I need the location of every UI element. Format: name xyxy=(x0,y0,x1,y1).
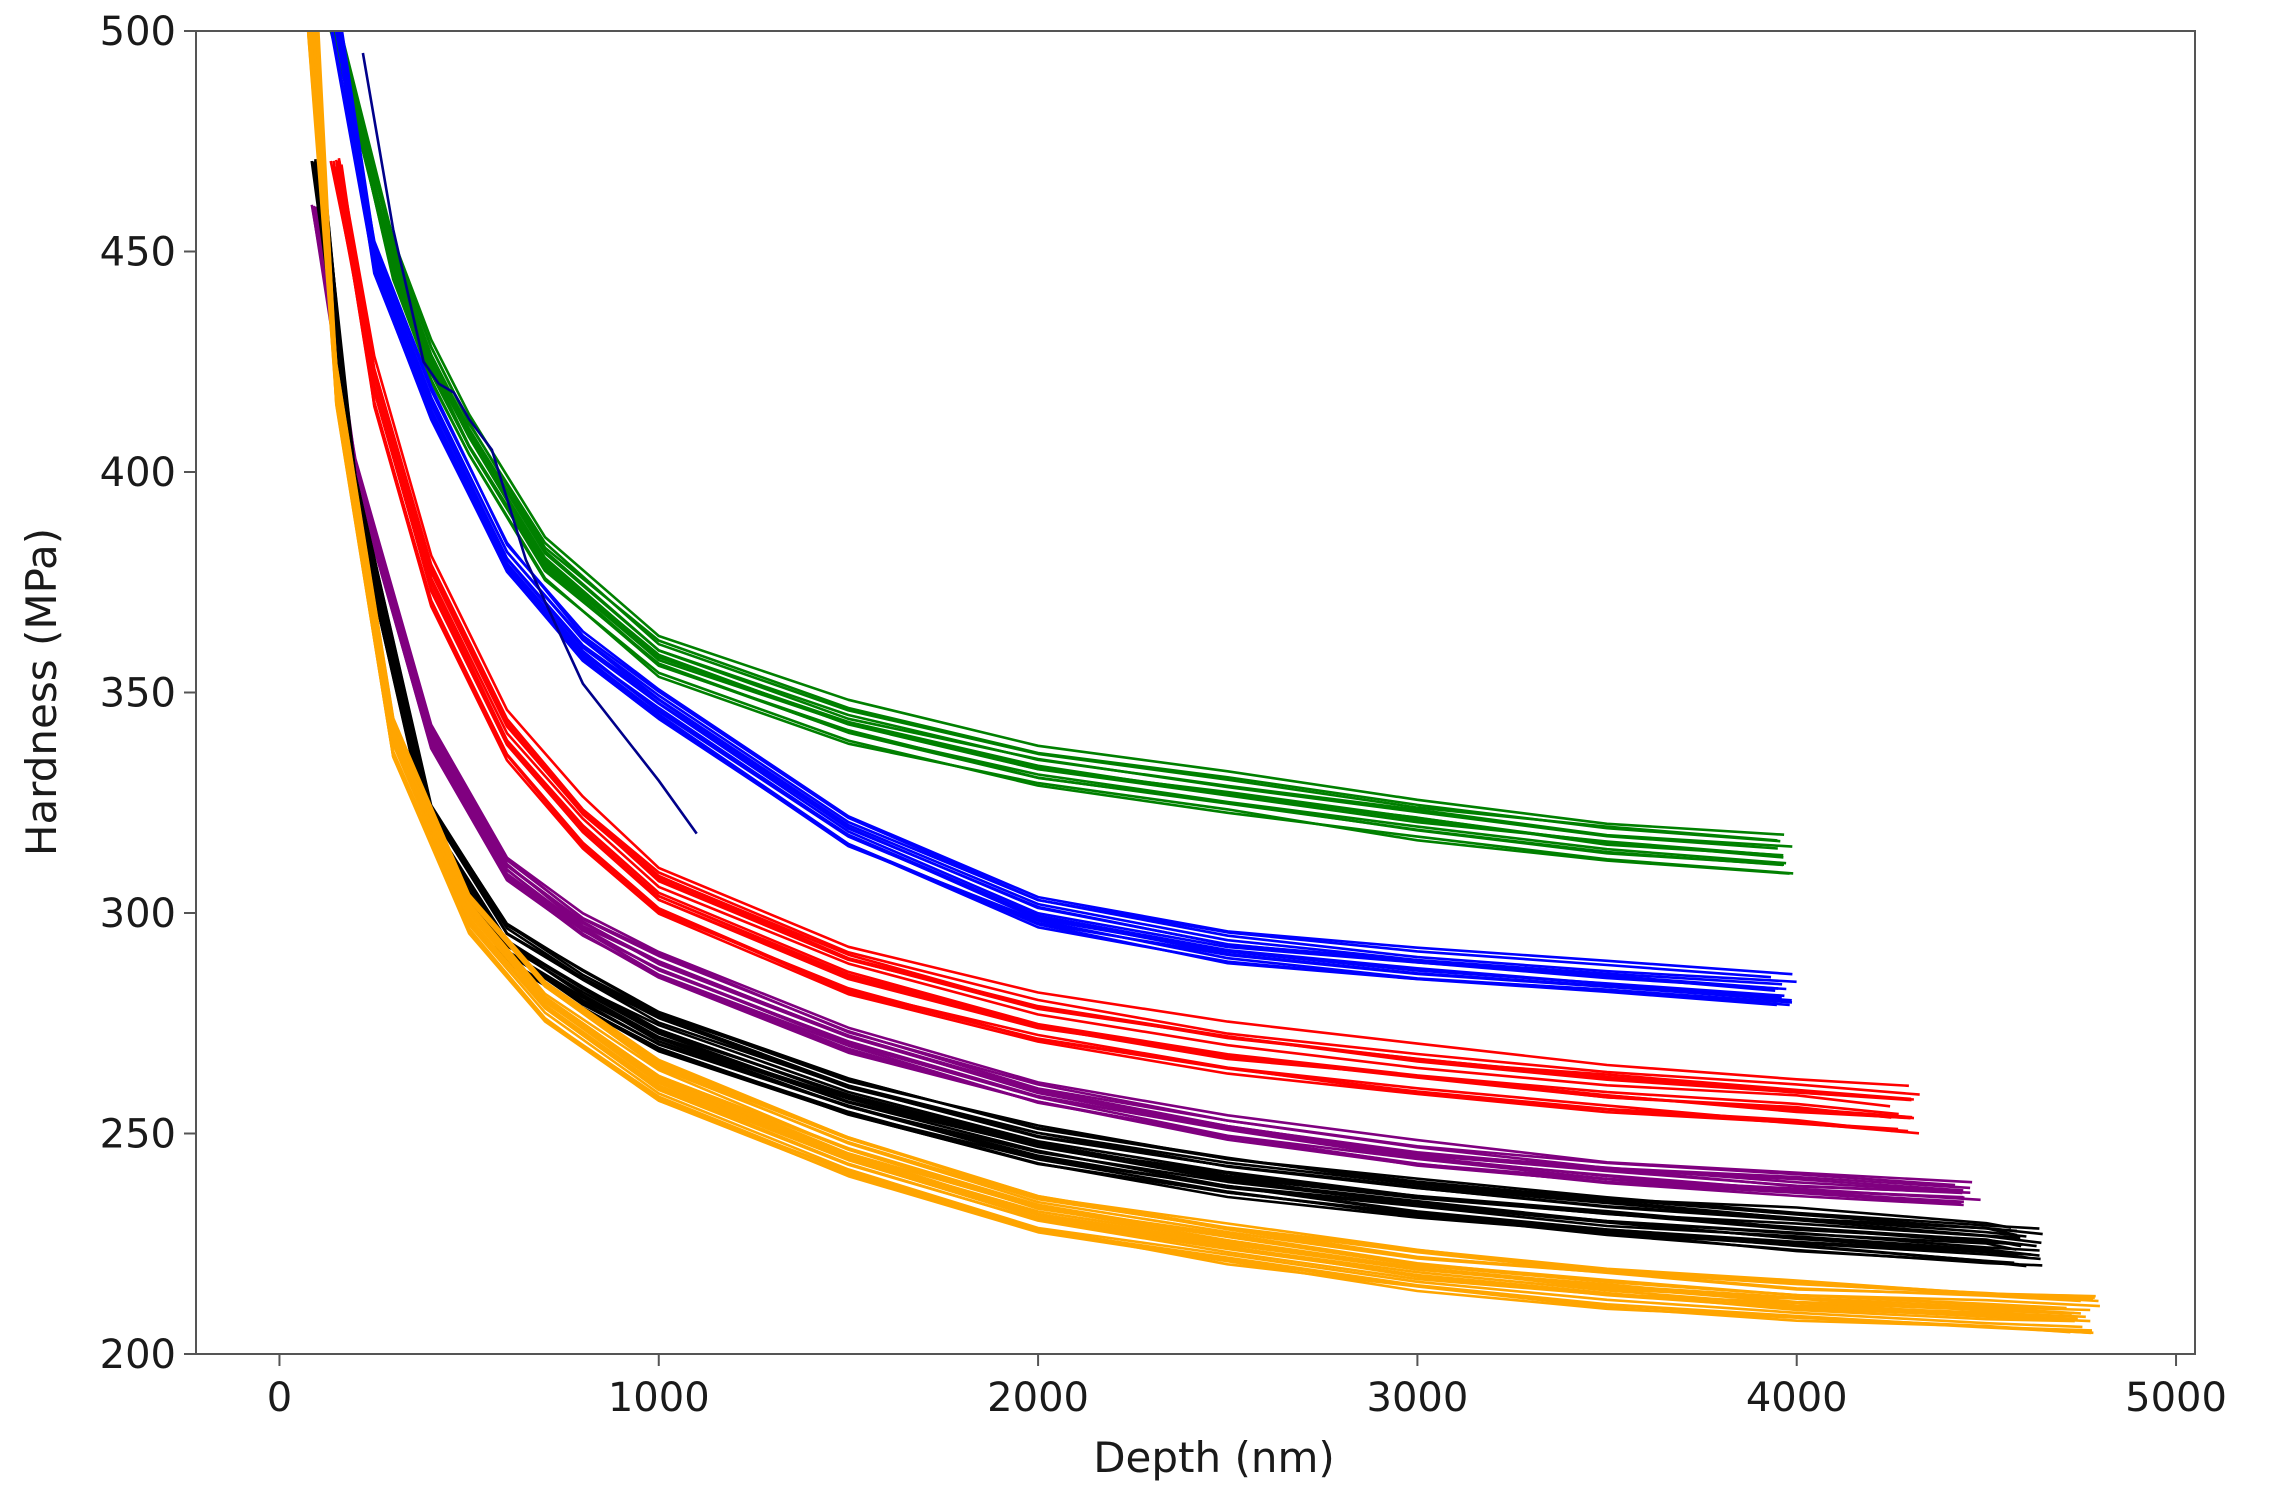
curve-red xyxy=(335,163,1899,1116)
curve-green xyxy=(331,32,1784,867)
curve-orange xyxy=(310,33,2083,1329)
curve-orange xyxy=(309,30,2100,1308)
y-tick-label: 450 xyxy=(100,230,176,276)
y-tick-label: 200 xyxy=(100,1332,176,1378)
curve-red xyxy=(340,167,1920,1135)
series-blue xyxy=(330,30,1797,1007)
curve-black xyxy=(314,159,2012,1229)
y-tick-label: 500 xyxy=(100,9,176,55)
curve-orange xyxy=(310,31,2086,1319)
x-tick-label: 2000 xyxy=(987,1375,1089,1421)
y-tick-label: 400 xyxy=(100,450,176,496)
x-tick-label: 0 xyxy=(267,1375,292,1421)
curve-red xyxy=(336,160,1912,1101)
curve-orange xyxy=(307,30,2081,1298)
y-axis-label: Hardness (MPa) xyxy=(17,528,66,856)
curve-blue xyxy=(334,30,1797,984)
curve-black xyxy=(317,160,2018,1237)
y-tick-label: 350 xyxy=(100,671,176,717)
x-tick-label: 5000 xyxy=(2125,1375,2227,1421)
curve-green xyxy=(339,30,1785,836)
curve-blue xyxy=(340,30,1772,979)
curve-blue-outlier xyxy=(361,52,698,835)
curve-purple xyxy=(316,206,1964,1192)
curve-orange xyxy=(317,30,2075,1315)
curve-green xyxy=(333,30,1781,843)
curve-red xyxy=(331,164,1913,1119)
curve-blue xyxy=(339,30,1787,991)
series-green xyxy=(329,30,1794,875)
series-layer xyxy=(306,30,2100,1335)
x-tick-label: 3000 xyxy=(1367,1375,1469,1421)
series-red xyxy=(329,157,1920,1135)
curve-orange xyxy=(307,34,2093,1332)
series-orange xyxy=(306,30,2100,1335)
curve-purple xyxy=(310,204,1973,1184)
curve-red xyxy=(338,162,1891,1108)
x-axis: 0 1000 2000 3000 4000 5000 xyxy=(267,1354,2227,1421)
y-tick-label: 300 xyxy=(100,891,176,937)
curve-red xyxy=(334,166,1899,1131)
curve-blue xyxy=(336,33,1790,1007)
curve-red xyxy=(337,157,1909,1088)
curve-red xyxy=(334,159,1920,1096)
x-tick-label: 4000 xyxy=(1746,1375,1848,1421)
curve-blue xyxy=(336,30,1793,976)
curve-green xyxy=(329,30,1778,850)
x-axis-label: Depth (nm) xyxy=(1093,1433,1335,1482)
curve-green xyxy=(331,30,1776,857)
series-purple xyxy=(310,204,1981,1207)
y-axis: 200 250 300 350 400 450 500 xyxy=(100,9,196,1378)
x-tick-label: 1000 xyxy=(608,1375,710,1421)
y-tick-label: 250 xyxy=(100,1112,176,1158)
curve-blue xyxy=(337,31,1779,998)
